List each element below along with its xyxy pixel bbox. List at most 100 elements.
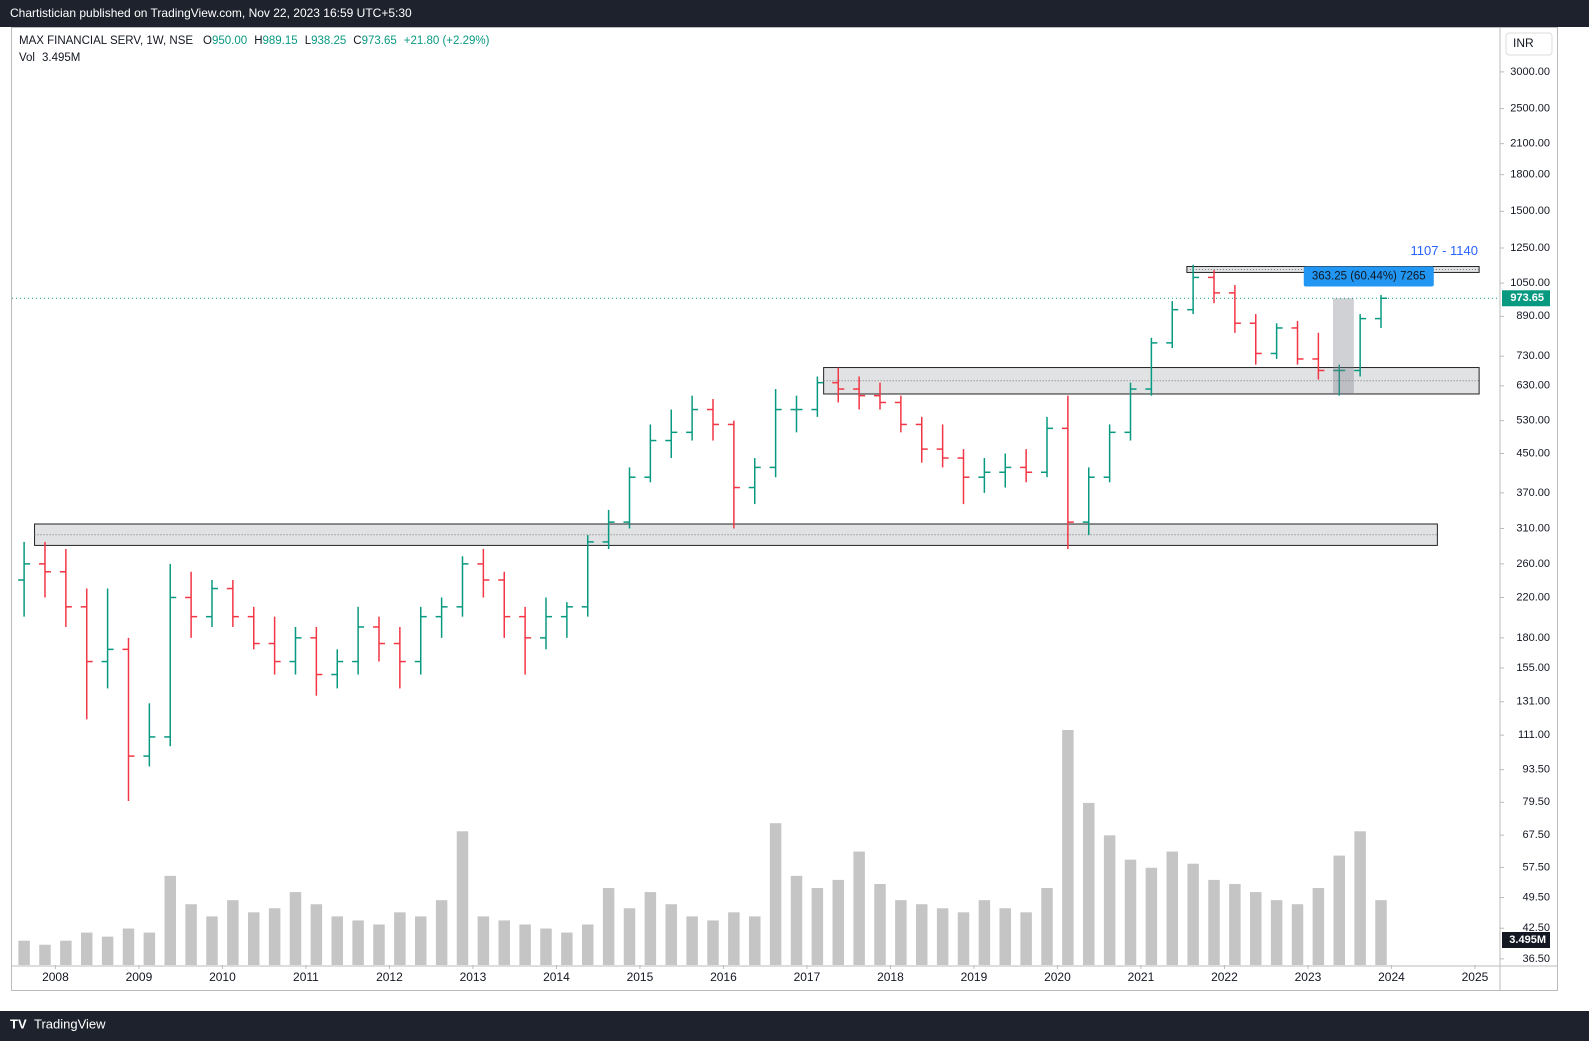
volume-bar: [1145, 867, 1158, 965]
legend-value: 950.00: [212, 35, 247, 47]
volume-bar: [498, 920, 510, 965]
y-tick-label: 530.00: [1516, 415, 1550, 427]
y-tick-label: 57.50: [1522, 861, 1550, 873]
volume-bar: [331, 916, 343, 965]
volume-bar: [206, 916, 218, 965]
volume-bar: [665, 904, 677, 965]
volume-bar: [561, 932, 573, 965]
volume-bar: [289, 892, 302, 965]
volume-bar: [582, 924, 594, 965]
y-tick-label: 49.50: [1522, 891, 1550, 903]
y-tick-label: 2100.00: [1510, 138, 1550, 150]
y-tick-label: 180.00: [1516, 632, 1550, 644]
volume-bar: [80, 932, 93, 965]
volume-bar: [916, 904, 928, 965]
currency-button[interactable]: [1505, 32, 1553, 56]
x-tick-label: 2014: [543, 970, 570, 984]
x-tick-label: 2019: [961, 970, 988, 984]
x-tick-label: 2009: [126, 970, 153, 984]
x-tick-label: 2022: [1211, 970, 1238, 984]
x-tick-label: 2012: [376, 970, 403, 984]
x-tick-label: 2015: [627, 970, 654, 984]
y-tick-label: 310.00: [1516, 522, 1550, 534]
volume-bar: [936, 908, 949, 965]
volume-bar: [1250, 892, 1262, 965]
legend-key: H: [254, 35, 262, 47]
volume-bar: [978, 900, 991, 965]
y-tick-label: 630.00: [1516, 380, 1550, 392]
volume-bar: [895, 900, 907, 965]
y-tick-label: 1250.00: [1510, 242, 1550, 254]
y-tick-label: 730.00: [1516, 350, 1550, 362]
volume-bar: [143, 932, 156, 965]
volume-bar: [957, 912, 970, 965]
volume-bar: [1020, 912, 1032, 965]
volume-bar: [1354, 831, 1366, 965]
volume-bar: [39, 944, 51, 965]
y-tick-label: 42.50: [1522, 922, 1550, 934]
volume-bar: [1041, 888, 1053, 965]
y-tick-label: 260.00: [1516, 558, 1550, 570]
x-tick-label: 2020: [1044, 970, 1071, 984]
volume-bar: [1229, 883, 1241, 965]
measure-label-box: [1303, 266, 1434, 287]
volume-bar: [686, 916, 698, 965]
volume-label: 3.495M: [1509, 934, 1546, 946]
x-tick-label: 2011: [293, 970, 319, 984]
measure-label: 363.25 (60.44%) 7265: [1312, 271, 1426, 283]
volume-bar: [227, 900, 239, 965]
y-tick-label: 155.00: [1516, 662, 1550, 674]
volume-bar: [811, 888, 824, 965]
volume-bar: [832, 879, 844, 965]
x-tick-label: 2024: [1378, 970, 1405, 984]
volume-bar: [1208, 879, 1220, 965]
volume-bar: [1291, 904, 1304, 965]
volume-box: [1502, 932, 1550, 948]
volume-bar: [373, 924, 385, 965]
legend-key: O: [203, 35, 212, 47]
volume-bar: [644, 892, 657, 965]
y-tick-label: 3000.00: [1510, 66, 1550, 78]
legend: MAX FINANCIAL SERV, 1W, NSE Vol 3.495M: [19, 35, 193, 64]
volume-bar: [790, 875, 803, 965]
volume-bar: [101, 936, 114, 965]
volume-bar: [853, 851, 865, 965]
volume-bar: [352, 920, 364, 965]
frame: [11, 27, 1558, 991]
legend-key: C: [353, 35, 361, 47]
legend-key: L: [305, 35, 312, 47]
x-tick-label: 2008: [42, 970, 69, 984]
x-tick-label: 2013: [460, 970, 487, 984]
volume-bar: [1270, 900, 1283, 965]
volume-bar: [1062, 730, 1074, 965]
y-tick-label: 79.50: [1522, 796, 1550, 808]
volume-bar: [602, 888, 615, 965]
y-tick-label: 36.50: [1522, 953, 1550, 965]
footer-logo[interactable]: TradingView: [34, 1016, 106, 1031]
y-tick-label: 1800.00: [1510, 169, 1550, 181]
y-tick-label: 93.50: [1522, 764, 1550, 776]
logo-mark: TV: [10, 1016, 27, 1031]
volume-bar: [540, 928, 552, 965]
volume-bar: [1124, 859, 1137, 965]
volume-bar: [60, 940, 72, 965]
measure-range: [1332, 298, 1354, 394]
y-tick-label: 1500.00: [1510, 205, 1550, 217]
x-tick-label: 2017: [794, 970, 821, 984]
volume-bar: [164, 875, 176, 965]
volume-bar: [1333, 855, 1345, 965]
y-tick-label: 890.00: [1516, 310, 1550, 322]
x-tick-label: 2016: [710, 970, 737, 984]
volume-bar: [122, 928, 135, 965]
legend-value: +21.80 (+2.29%): [404, 35, 490, 47]
volume-bar: [1083, 802, 1095, 965]
bottom-bar: [0, 1011, 1589, 1041]
currency: INR: [1513, 36, 1534, 50]
last-price-box: [1502, 290, 1550, 307]
volume-bar: [707, 920, 719, 965]
x-tick-label: 2021: [1128, 970, 1155, 984]
legend-value: 938.25: [311, 35, 346, 47]
volume-bar: [728, 912, 740, 965]
volume-bar: [519, 924, 531, 965]
volume-bar: [999, 908, 1011, 965]
